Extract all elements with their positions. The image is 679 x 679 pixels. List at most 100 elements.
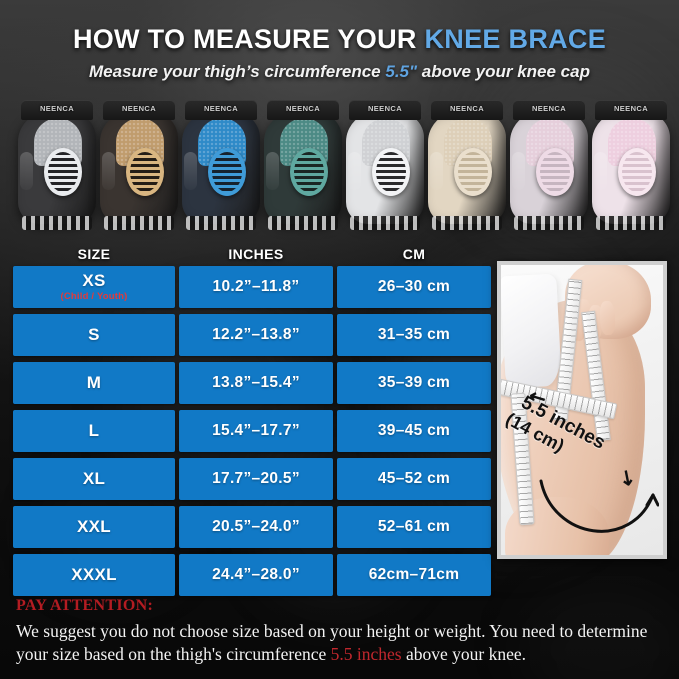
knee-brace-beige: NEENCA (424, 96, 510, 232)
cell-size: M (13, 362, 175, 404)
brace-side-stabilizer (20, 152, 33, 190)
cell-size-value: L (88, 421, 100, 441)
brand-logo-text: NEENCA (449, 104, 485, 113)
patella-gel-pad (44, 148, 82, 196)
patella-ribs (622, 152, 652, 192)
size-sublabel: (Child / Youth) (60, 290, 128, 302)
brace-side-stabilizer (512, 152, 525, 190)
patella-ribs (48, 152, 78, 192)
table-row: S 12.2”–13.8” 31–35 cm (13, 314, 491, 356)
brand-logo-text: NEENCA (531, 104, 567, 113)
knee-brace-white: NEENCA (342, 96, 428, 232)
cell-size-value: XL (82, 469, 106, 489)
cell-cm-value: 26–30 cm (377, 277, 451, 295)
cell-cm: 45–52 cm (337, 458, 491, 500)
finger-illustration (599, 300, 616, 336)
measurement-photo: ↖ 5.5 inches (14 cm) ↘ (497, 261, 667, 559)
product-image-strip: NEENCA NEENCA NEENCA NEENCA NEENCA NEENCA NEEN… (14, 96, 674, 236)
cell-size: XL (13, 458, 175, 500)
brace-side-stabilizer (266, 152, 279, 190)
knee-brace-tan: NEENCA (96, 96, 182, 232)
column-header-size: SIZE (77, 246, 111, 262)
cell-inches-value: 13.8”–15.4” (212, 373, 300, 391)
size-table: SIZE INCHES CM XS (Child / Youth) 10.2”–11… (13, 246, 491, 602)
patella-gel-pad (536, 148, 574, 196)
page-subtitle-pre: Measure your thigh’s circumference (89, 62, 381, 81)
attention-note-accent: 5.5 inches (330, 644, 402, 665)
brace-top-band: NEENCA (267, 100, 339, 120)
cell-inches: 17.7”–20.5” (179, 458, 333, 500)
measurement-photo-inner: ↖ 5.5 inches (14 cm) ↘ (501, 265, 663, 555)
cell-inches-value: 15.4”–17.7” (212, 421, 300, 439)
garment-illustration (501, 273, 562, 389)
table-row: XL 17.7”–20.5” 45–52 cm (13, 458, 491, 500)
brace-silicone-grip (186, 216, 256, 230)
attention-note-post: above your knee. (405, 644, 527, 665)
cell-cm: 62cm–71cm (337, 554, 491, 596)
brace-side-stabilizer (184, 152, 197, 190)
table-row: XS (Child / Youth) 10.2”–11.8” 26–30 cm (13, 266, 491, 308)
brand-logo-text: NEENCA (121, 104, 157, 113)
table-row: XXL 20.5”–24.0” 52–61 cm (13, 506, 491, 548)
patella-ribs (540, 152, 570, 192)
patella-gel-pad (454, 148, 492, 196)
cell-inches: 20.5”–24.0” (179, 506, 333, 548)
brace-top-band: NEENCA (595, 100, 667, 120)
page-subtitle: Measure your thigh’s circumference 5.5" … (0, 62, 679, 82)
patella-ribs (130, 152, 160, 192)
cell-size-value: XXXL (71, 565, 117, 585)
column-header-cm: CM (402, 246, 426, 262)
cell-size: XXL (13, 506, 175, 548)
brace-top-band: NEENCA (103, 100, 175, 120)
cell-inches: 13.8”–15.4” (179, 362, 333, 404)
brand-logo-text: NEENCA (203, 104, 239, 113)
brace-silicone-grip (514, 216, 584, 230)
table-row: L 15.4”–17.7” 39–45 cm (13, 410, 491, 452)
cell-inches: 10.2”–11.8” (179, 266, 333, 308)
cell-size-value: XXL (77, 517, 111, 537)
size-table-body: XS (Child / Youth) 10.2”–11.8” 26–30 cm S 12.… (13, 266, 491, 596)
attention-note-pre: We suggest you do not choose size based … (16, 621, 648, 665)
brace-top-band: NEENCA (21, 100, 93, 120)
page-title: HOW TO MEASURE YOUR KNEE BRACE (0, 24, 679, 55)
patella-gel-pad (208, 148, 246, 196)
cell-size: L (13, 410, 175, 452)
cell-size-value: XS (82, 271, 106, 291)
column-header-inches: INCHES (228, 246, 284, 262)
attention-note: We suggest you do not choose size based … (16, 620, 668, 666)
cell-size: XS (Child / Youth) (13, 266, 175, 308)
cell-cm-value: 31–35 cm (377, 325, 451, 343)
patella-gel-pad (372, 148, 410, 196)
table-row: XXXL 24.4”–28.0” 62cm–71cm (13, 554, 491, 596)
brace-top-band: NEENCA (349, 100, 421, 120)
cell-inches-value: 12.2”–13.8” (212, 325, 300, 343)
knee-brace-teal: NEENCA (260, 96, 346, 232)
brace-silicone-grip (596, 216, 666, 230)
cell-cm: 26–30 cm (337, 266, 491, 308)
patella-gel-pad (126, 148, 164, 196)
knee-brace-pink-white: NEENCA (588, 96, 674, 232)
brace-silicone-grip (350, 216, 420, 230)
knee-brace-gray: NEENCA (14, 96, 100, 232)
page-title-main: HOW TO MEASURE YOUR (72, 24, 417, 54)
brace-side-stabilizer (102, 152, 115, 190)
cell-cm-value: 52–61 cm (377, 517, 451, 535)
cell-inches: 12.2”–13.8” (179, 314, 333, 356)
brace-silicone-grip (104, 216, 174, 230)
cell-cm: 31–35 cm (337, 314, 491, 356)
size-table-header-row: SIZE INCHES CM (13, 246, 491, 266)
page-title-accent: KNEE BRACE (424, 24, 607, 54)
brace-silicone-grip (22, 216, 92, 230)
brace-top-band: NEENCA (431, 100, 503, 120)
brand-logo-text: NEENCA (39, 104, 75, 113)
patella-gel-pad (290, 148, 328, 196)
brace-silicone-grip (432, 216, 502, 230)
patella-ribs (212, 152, 242, 192)
patella-ribs (294, 152, 324, 192)
brand-logo-text: NEENCA (285, 104, 321, 113)
brace-top-band: NEENCA (513, 100, 585, 120)
attention-heading: PAY ATTENTION: (16, 597, 154, 614)
page-subtitle-accent: 5.5" (385, 62, 418, 81)
cell-inches-value: 10.2”–11.8” (212, 277, 300, 295)
